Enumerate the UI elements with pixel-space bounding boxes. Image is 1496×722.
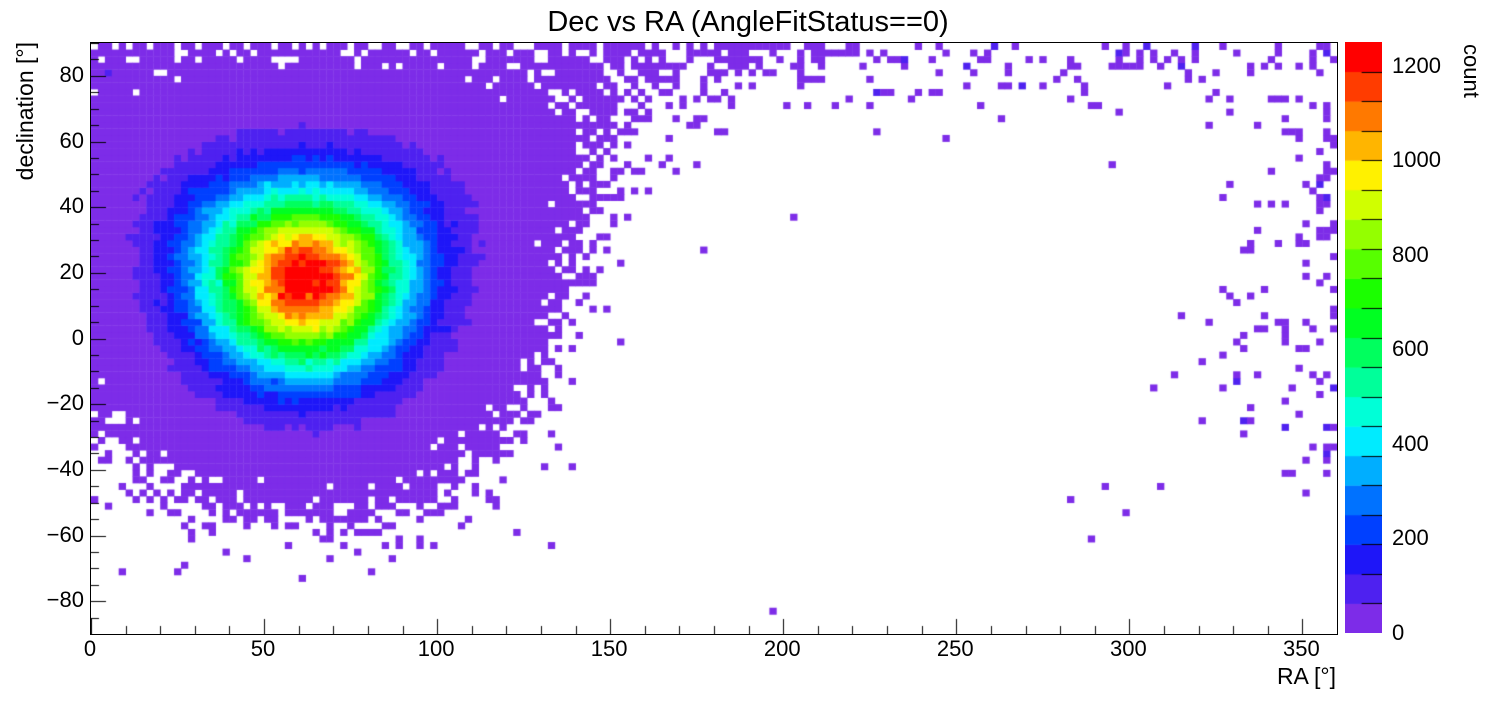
x-tick-label: 200 xyxy=(763,636,801,661)
y-tick-label: 40 xyxy=(59,193,84,219)
colorbar-tick-label: 1200 xyxy=(1392,52,1441,78)
x-tick-label: 100 xyxy=(417,636,455,661)
y-tick-label: −40 xyxy=(46,455,84,481)
colorbar-title: count xyxy=(1459,44,1484,98)
colorbar xyxy=(1345,42,1382,633)
x-tick-label: 350 xyxy=(1283,636,1320,661)
plot-frame xyxy=(90,42,1338,635)
x-axis-title: RA [°] xyxy=(1276,663,1336,689)
y-tick-label: 0 xyxy=(71,324,84,350)
chart-title: Dec vs RA (AngleFitStatus==0) xyxy=(547,6,949,38)
colorbar-tick-label: 200 xyxy=(1392,525,1429,551)
y-tick-label: 60 xyxy=(59,127,84,153)
y-tick-label: −80 xyxy=(46,587,84,613)
y-tick-label: −20 xyxy=(46,390,84,416)
x-tick-label: 0 xyxy=(83,636,97,661)
colorbar-tick-label: 800 xyxy=(1392,241,1429,267)
heatmap-canvas xyxy=(91,43,1337,634)
y-tick-label: −60 xyxy=(46,521,84,547)
y-tick-label: 20 xyxy=(59,258,84,284)
colorbar-tick-label: 0 xyxy=(1392,620,1405,645)
colorbar-tick-label: 400 xyxy=(1392,430,1429,456)
colorbar-tick-label: 1000 xyxy=(1392,147,1441,173)
x-tick-label: 150 xyxy=(590,636,628,661)
x-tick-label: 50 xyxy=(250,636,276,661)
y-tick-label: 80 xyxy=(59,61,84,87)
x-tick-label: 250 xyxy=(936,636,974,661)
y-axis-title: declination [°] xyxy=(12,42,38,181)
colorbar-tick-label: 600 xyxy=(1392,336,1429,362)
x-tick-label: 300 xyxy=(1109,636,1147,661)
